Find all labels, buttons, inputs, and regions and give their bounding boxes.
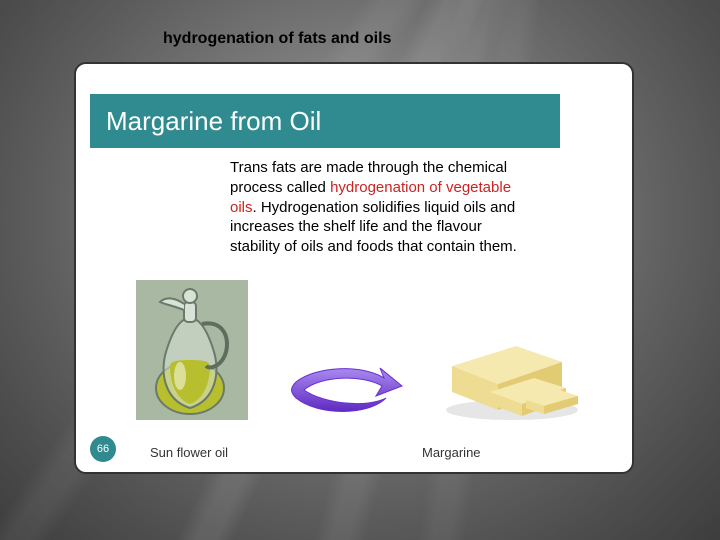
caption-oil: Sun flower oil	[150, 445, 228, 460]
slide-title: hydrogenation of fats and oils	[163, 30, 391, 48]
page-number-badge: 66	[90, 436, 116, 462]
body-line-2a: process called	[230, 179, 330, 196]
transform-arrow-icon	[284, 364, 404, 420]
body-line-3a-highlight: oils	[230, 199, 253, 216]
margarine-illustration	[434, 306, 584, 424]
content-panel: Margarine from Oil Trans fats are made t…	[74, 62, 634, 474]
page-number: 66	[97, 443, 109, 455]
body-line-2b-highlight: hydrogenation of vegetable	[330, 179, 511, 196]
title-band: Margarine from Oil	[90, 94, 560, 148]
body-line-1: Trans fats are made through the chemical	[230, 159, 507, 176]
panel-title: Margarine from Oil	[106, 106, 321, 137]
body-line-4: increases the shelf life and the flavour	[230, 218, 482, 235]
body-line-3b: . Hydrogenation solidifies liquid oils a…	[253, 199, 516, 216]
body-paragraph: Trans fats are made through the chemical…	[230, 158, 604, 257]
oil-cruet-illustration	[136, 280, 248, 420]
caption-margarine: Margarine	[422, 445, 481, 460]
body-line-5: stability of oils and foods that contain…	[230, 238, 517, 255]
